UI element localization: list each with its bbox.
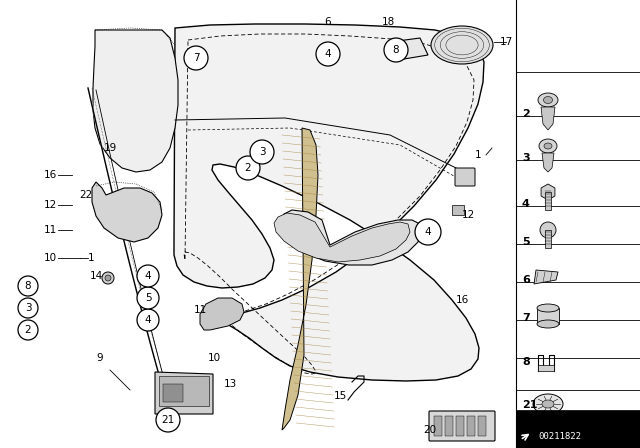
Bar — [163, 384, 183, 402]
Ellipse shape — [543, 96, 552, 103]
Text: 15: 15 — [333, 391, 347, 401]
Circle shape — [384, 38, 408, 62]
Bar — [537, 308, 559, 324]
Text: 13: 13 — [223, 379, 237, 389]
Circle shape — [18, 320, 38, 340]
Text: 5: 5 — [145, 293, 151, 303]
Text: 8: 8 — [25, 281, 31, 291]
Ellipse shape — [542, 400, 554, 408]
Circle shape — [184, 46, 208, 70]
Ellipse shape — [539, 139, 557, 153]
Text: 2: 2 — [244, 163, 252, 173]
Polygon shape — [541, 184, 555, 200]
Circle shape — [415, 219, 441, 245]
Text: 11: 11 — [193, 305, 207, 315]
Text: 8: 8 — [393, 45, 399, 55]
Bar — [452, 205, 464, 215]
Circle shape — [156, 408, 180, 432]
Bar — [456, 416, 464, 436]
Text: 4: 4 — [145, 271, 151, 281]
Circle shape — [102, 272, 114, 284]
Text: 16: 16 — [44, 170, 57, 180]
Circle shape — [250, 140, 274, 164]
Polygon shape — [155, 372, 213, 414]
Text: 12: 12 — [44, 200, 57, 210]
Bar — [545, 192, 551, 210]
Text: 2: 2 — [25, 325, 31, 335]
FancyBboxPatch shape — [429, 411, 495, 441]
Text: 17: 17 — [499, 37, 513, 47]
Bar — [545, 230, 551, 248]
Circle shape — [137, 265, 159, 287]
Circle shape — [18, 276, 38, 296]
Polygon shape — [534, 270, 558, 284]
Bar — [478, 416, 486, 436]
Text: 18: 18 — [381, 17, 395, 27]
Ellipse shape — [431, 26, 493, 64]
Text: 5: 5 — [522, 237, 530, 247]
Polygon shape — [200, 298, 244, 330]
Text: 3: 3 — [259, 147, 266, 157]
Bar — [159, 376, 209, 406]
Polygon shape — [541, 107, 555, 130]
Circle shape — [18, 298, 38, 318]
Text: 11: 11 — [44, 225, 57, 235]
Text: 10: 10 — [44, 253, 57, 263]
Ellipse shape — [533, 394, 563, 414]
Circle shape — [137, 287, 159, 309]
Text: 4: 4 — [324, 49, 332, 59]
Text: 10: 10 — [207, 353, 221, 363]
Polygon shape — [282, 128, 318, 430]
Text: 1: 1 — [88, 253, 95, 263]
Text: 6: 6 — [522, 275, 530, 285]
Text: 16: 16 — [456, 295, 468, 305]
Bar — [538, 365, 554, 371]
Text: 4: 4 — [522, 199, 530, 209]
Text: 12: 12 — [461, 210, 475, 220]
Text: 2: 2 — [522, 109, 530, 119]
Text: 8: 8 — [522, 357, 530, 367]
Text: 4: 4 — [145, 315, 151, 325]
Ellipse shape — [544, 143, 552, 149]
Polygon shape — [174, 24, 484, 381]
Text: 22: 22 — [79, 190, 93, 200]
Text: 20: 20 — [424, 425, 436, 435]
Ellipse shape — [537, 320, 559, 328]
Text: 3: 3 — [25, 303, 31, 313]
Polygon shape — [93, 30, 178, 172]
Polygon shape — [280, 210, 422, 265]
Text: 21: 21 — [161, 415, 175, 425]
Text: 14: 14 — [90, 271, 102, 281]
Text: 9: 9 — [97, 353, 103, 363]
Text: 4: 4 — [425, 227, 431, 237]
Text: 7: 7 — [522, 313, 530, 323]
Text: 1: 1 — [475, 150, 481, 160]
Bar — [434, 416, 442, 436]
Circle shape — [105, 275, 111, 281]
Bar — [516, 410, 640, 448]
Text: 21: 21 — [522, 400, 538, 410]
Text: 3: 3 — [522, 153, 530, 163]
Polygon shape — [542, 153, 554, 172]
Circle shape — [236, 156, 260, 180]
Text: 6: 6 — [324, 17, 332, 27]
Bar — [467, 416, 475, 436]
Ellipse shape — [537, 304, 559, 312]
Circle shape — [540, 222, 556, 238]
Polygon shape — [390, 38, 428, 60]
Text: 7: 7 — [193, 53, 199, 63]
Circle shape — [137, 309, 159, 331]
Text: 19: 19 — [104, 143, 116, 153]
FancyBboxPatch shape — [455, 168, 475, 186]
Bar — [445, 416, 453, 436]
Polygon shape — [274, 213, 410, 262]
Ellipse shape — [538, 93, 558, 107]
Text: 00211822: 00211822 — [538, 431, 582, 440]
Polygon shape — [92, 182, 162, 242]
Circle shape — [316, 42, 340, 66]
